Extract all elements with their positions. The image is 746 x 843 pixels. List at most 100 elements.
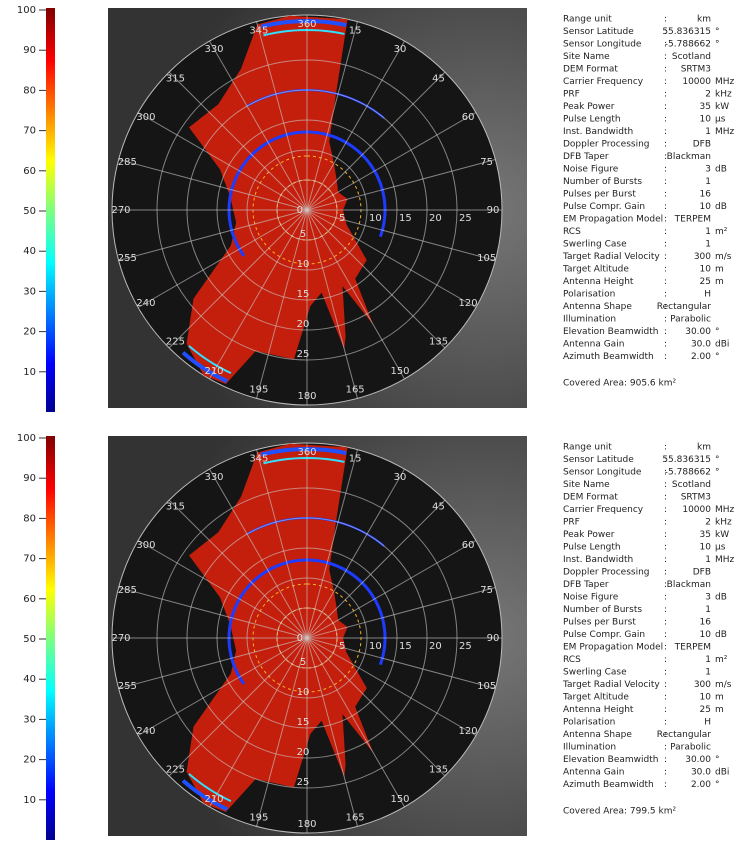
param-label: Target Radial Velocity: [562, 252, 660, 262]
param-unit: dB: [715, 593, 727, 603]
param-value: 10: [700, 265, 712, 275]
param-value: 25: [700, 277, 711, 287]
param-label: Antenna Height: [563, 705, 634, 715]
panel: 1020304050607080901003601530456075901051…: [17, 5, 735, 412]
spoke: [306, 637, 358, 827]
angle-label: 15: [349, 25, 362, 36]
param-separator: :: [664, 705, 667, 715]
angle-label: 120: [459, 298, 478, 309]
param-label: Illumination: [563, 743, 616, 753]
param-value: 3: [705, 165, 711, 175]
param-separator: :: [664, 327, 667, 337]
param-value: Parabolic: [670, 743, 711, 753]
param-label: Site Name: [563, 52, 610, 62]
angle-label: 300: [136, 540, 155, 551]
param-separator: :: [664, 265, 667, 275]
angle-label: 75: [480, 585, 493, 596]
coverage-rim: [181, 779, 229, 812]
param-label: Doppler Processing: [563, 568, 650, 578]
param-unit: m: [715, 705, 724, 715]
param-value: Blackman: [667, 580, 711, 590]
param-label: Sensor Latitude: [563, 455, 634, 465]
param-separator: :: [664, 65, 667, 75]
range-label: 20: [297, 747, 310, 758]
param-value: 300: [694, 680, 711, 690]
spoke: [209, 40, 308, 211]
param-separator: :: [664, 718, 667, 728]
param-value: 10: [700, 630, 712, 640]
param-value: km: [697, 15, 711, 25]
spoke: [209, 209, 308, 380]
angle-label: 60: [462, 540, 475, 551]
param-label: DEM Format: [563, 493, 618, 503]
param-unit: dBi: [715, 340, 729, 350]
colorbar-tick-label: 40: [23, 674, 36, 685]
range-label: 10: [297, 259, 310, 270]
angle-label: 105: [477, 681, 496, 692]
panel: 1020304050607080901003601530456075901051…: [17, 433, 735, 840]
param-value: DFB: [693, 568, 711, 578]
param-unit: dBi: [715, 768, 729, 778]
angle-label: 210: [204, 794, 223, 805]
param-value: 3: [705, 593, 711, 603]
param-separator: :: [664, 455, 667, 465]
spoke: [306, 499, 446, 639]
param-label: Peak Power: [563, 530, 615, 540]
param-unit: kHz: [715, 90, 732, 100]
param-value: TERPEM: [674, 215, 711, 225]
coverage-rim: [263, 28, 345, 37]
param-value: H: [704, 718, 711, 728]
param-unit: MHz: [715, 555, 735, 565]
param-label: PRF: [563, 90, 580, 100]
param-separator: :: [664, 743, 667, 753]
param-label: Number of Bursts: [563, 177, 642, 187]
spoke: [168, 209, 308, 349]
spoke: [306, 71, 446, 211]
covered-area: Covered Area: 905.6 km²: [563, 379, 676, 389]
angle-label: 360: [297, 19, 316, 30]
spoke: [306, 209, 358, 399]
colorbar: [46, 436, 55, 840]
param-separator: :: [664, 215, 667, 225]
param-label: Peak Power: [563, 102, 615, 112]
param-value: 1: [705, 177, 711, 187]
param-separator: :: [664, 443, 667, 453]
param-separator: :: [664, 315, 667, 325]
param-label: EM Propagation Model: [563, 643, 663, 653]
param-separator: :: [664, 755, 667, 765]
range-label: 5: [339, 213, 345, 224]
angle-label: 315: [166, 73, 185, 84]
param-unit: dB: [715, 630, 727, 640]
param-label: Antenna Shape: [563, 730, 632, 740]
param-value: 55.836315: [662, 455, 711, 465]
angle-label: 15: [349, 453, 362, 464]
colorbar-tick-label: 40: [23, 246, 36, 257]
range-label: 25: [459, 213, 472, 224]
param-label: DFB Taper: [563, 580, 609, 590]
param-value: 16: [700, 190, 712, 200]
param-separator: :: [664, 530, 667, 540]
param-separator: :: [664, 630, 667, 640]
param-label: DEM Format: [563, 65, 618, 75]
angle-label: 210: [204, 366, 223, 377]
range-label: 5: [339, 641, 345, 652]
spoke: [306, 21, 358, 211]
param-label: Pulse Length: [563, 115, 621, 125]
range-label: 20: [429, 213, 442, 224]
param-separator: :: [664, 493, 667, 503]
param-separator: :: [664, 593, 667, 603]
param-value: -5.788662: [665, 40, 711, 50]
angle-label: 30: [394, 44, 407, 55]
param-value: 55.836315: [662, 27, 711, 37]
spoke: [306, 159, 496, 211]
param-unit: m: [715, 265, 724, 275]
param-value: 1: [705, 605, 711, 615]
angle-label: 225: [166, 765, 185, 776]
param-label: Azimuth Beamwidth: [563, 780, 654, 790]
param-label: Target Altitude: [562, 693, 629, 703]
param-separator: :: [664, 518, 667, 528]
param-separator: :: [664, 730, 667, 740]
param-unit: m²: [715, 655, 728, 665]
param-label: PRF: [563, 518, 580, 528]
param-label: Carrier Frequency: [563, 77, 644, 87]
